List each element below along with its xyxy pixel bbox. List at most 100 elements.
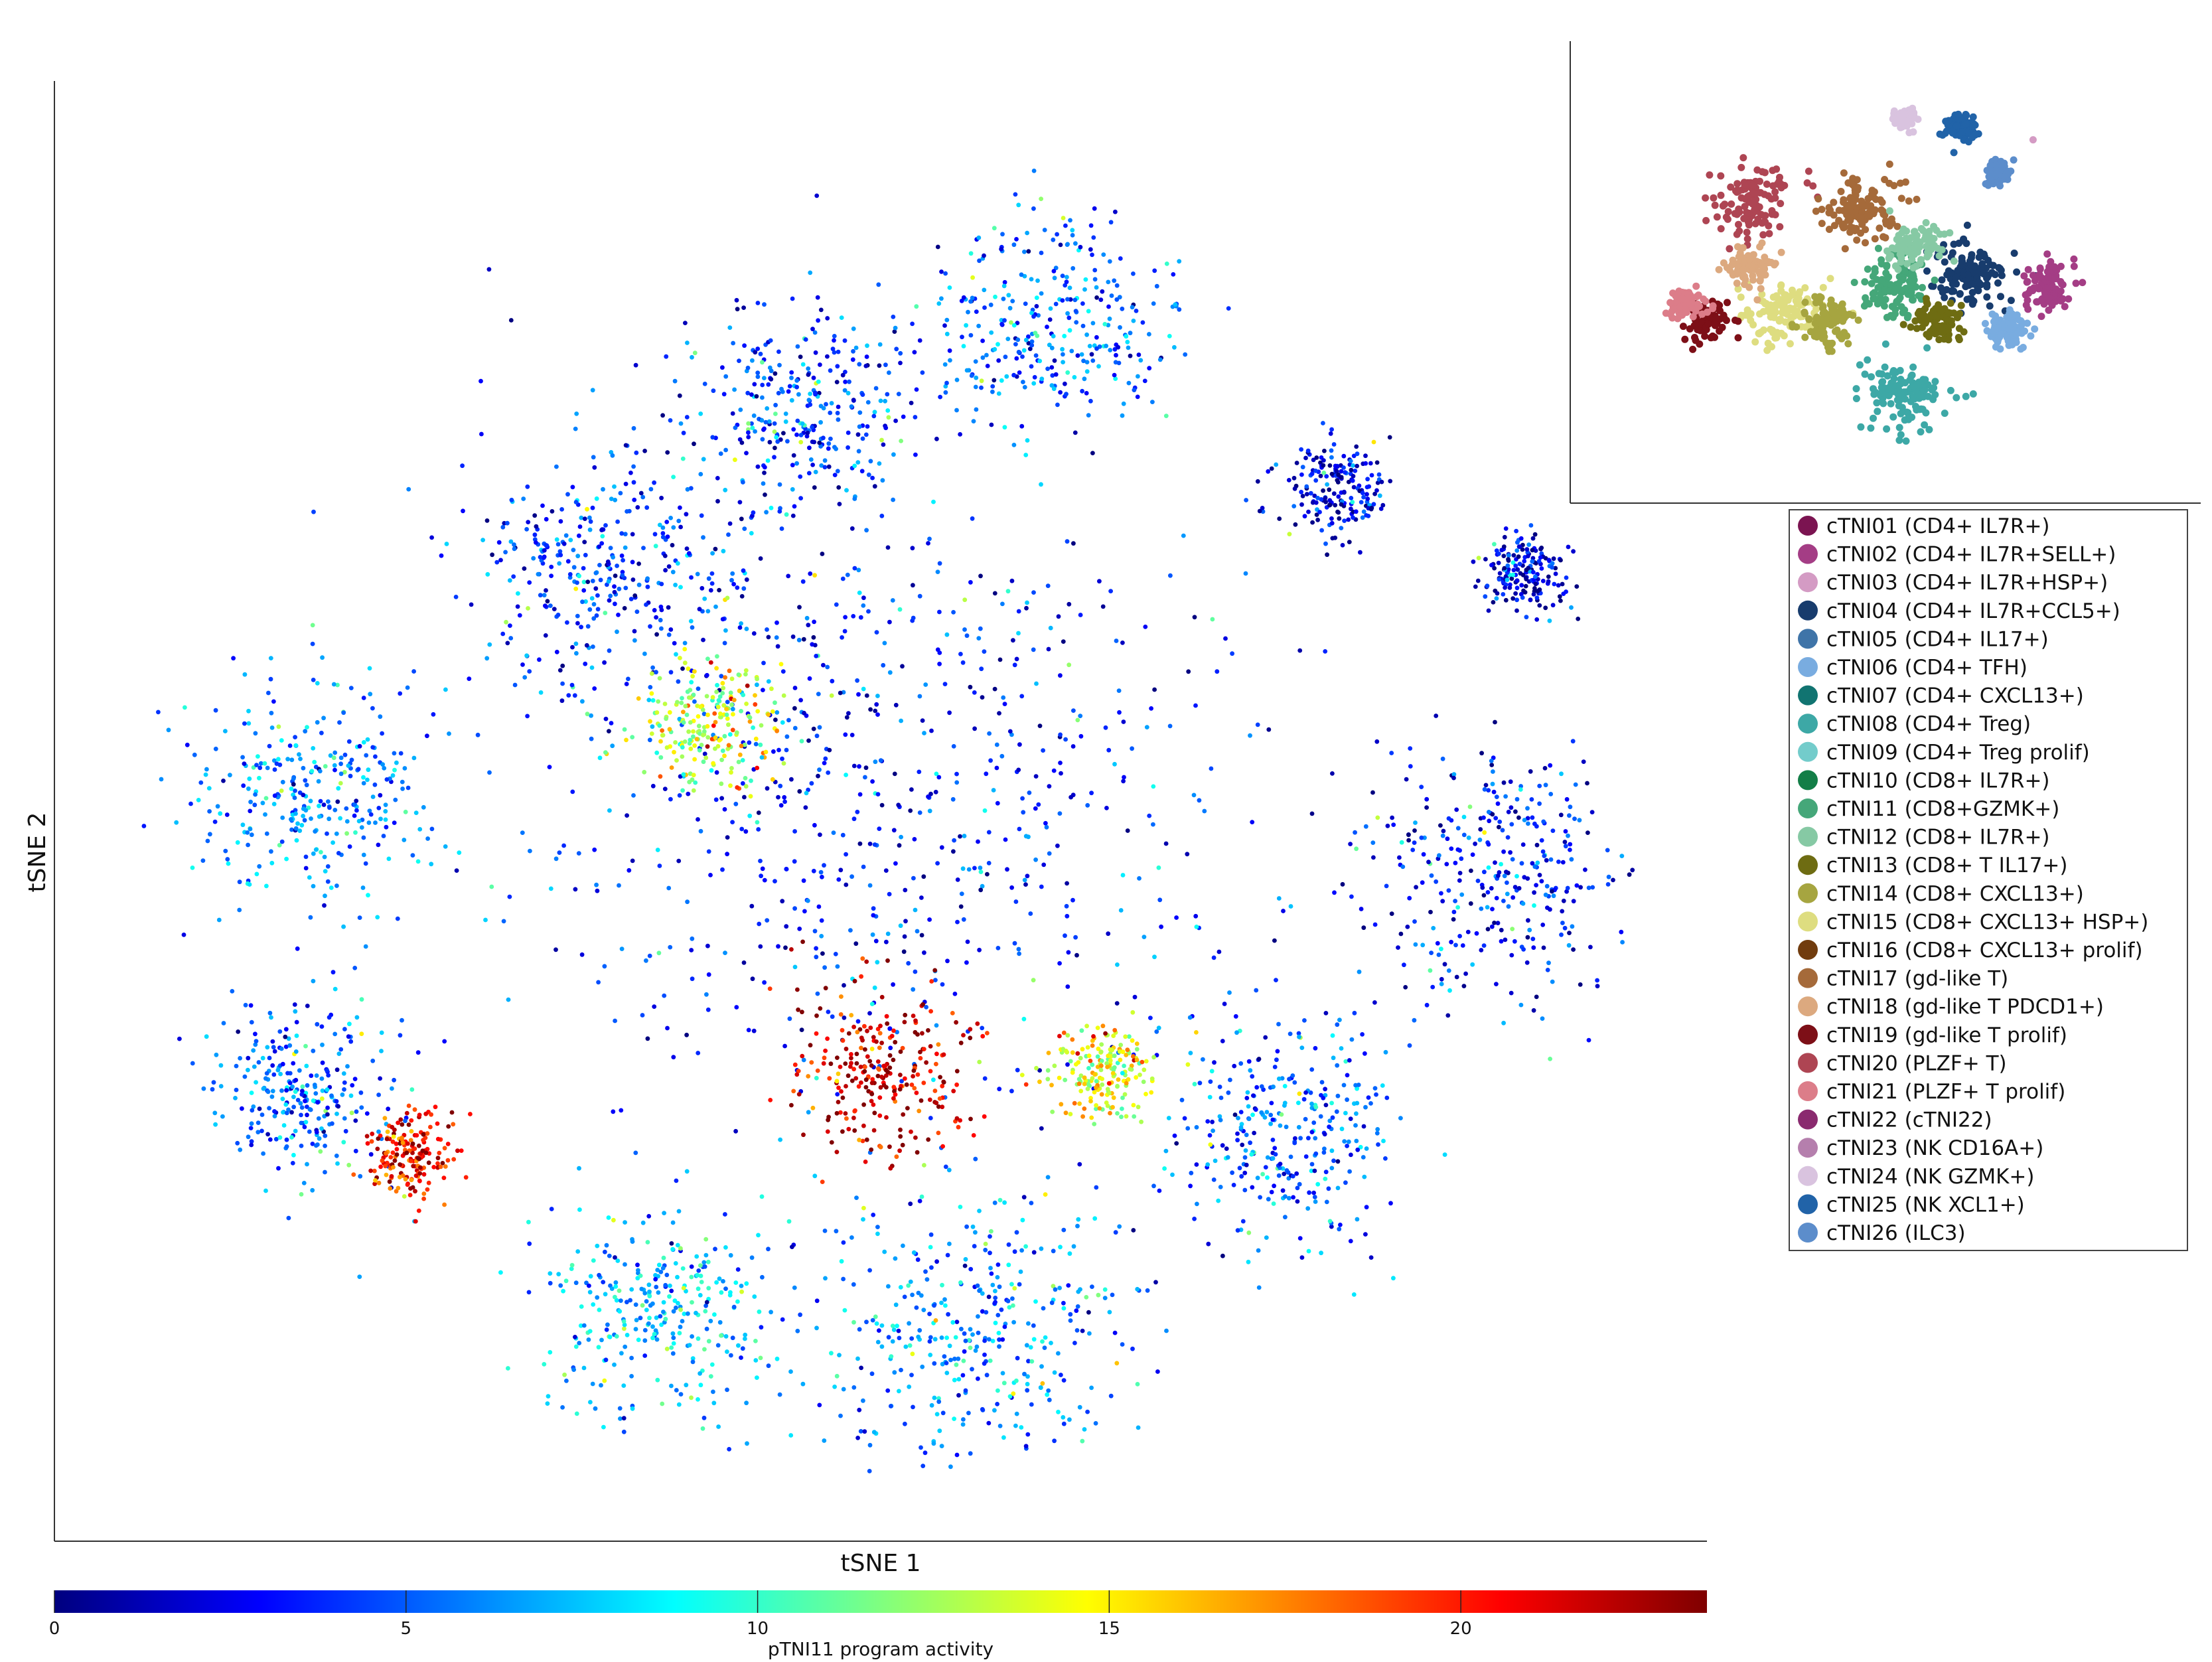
main-point-1158 bbox=[898, 351, 903, 356]
main-point-3826 bbox=[1257, 1286, 1262, 1290]
main-point-2175 bbox=[1439, 891, 1443, 896]
main-point-4072 bbox=[961, 1033, 966, 1037]
main-point-3811 bbox=[1174, 1141, 1179, 1146]
main-point-1614 bbox=[1147, 332, 1151, 337]
main-point-1877 bbox=[1361, 515, 1365, 520]
main-point-2745 bbox=[378, 793, 382, 798]
main-point-3063 bbox=[527, 1290, 532, 1295]
main-point-220 bbox=[1289, 904, 1293, 909]
main-point-3222 bbox=[629, 1374, 634, 1379]
main-point-2751 bbox=[289, 757, 294, 762]
main-point-1674 bbox=[1177, 307, 1181, 312]
main-point-3748 bbox=[1331, 1158, 1336, 1163]
main-point-832 bbox=[689, 575, 694, 580]
main-point-1435 bbox=[1141, 321, 1145, 325]
main-point-4903 bbox=[1087, 1053, 1092, 1058]
main-point-508 bbox=[1115, 962, 1120, 967]
main-point-2133 bbox=[1559, 812, 1564, 817]
main-point-2088 bbox=[1485, 583, 1490, 588]
main-point-4370 bbox=[603, 750, 608, 755]
main-point-2386 bbox=[1487, 842, 1491, 847]
main-point-65 bbox=[1070, 898, 1075, 903]
main-point-2427 bbox=[1491, 769, 1495, 774]
main-point-1003 bbox=[583, 553, 588, 558]
main-point-2167 bbox=[1561, 860, 1566, 865]
main-point-1044 bbox=[512, 547, 517, 552]
main-point-4743 bbox=[1059, 1102, 1063, 1106]
main-point-2802 bbox=[297, 1068, 302, 1073]
main-point-2348 bbox=[1443, 962, 1447, 966]
main-point-1684 bbox=[1052, 386, 1057, 391]
main-point-1702 bbox=[982, 288, 986, 293]
main-point-3888 bbox=[1270, 1190, 1274, 1195]
main-point-3754 bbox=[1228, 1078, 1232, 1083]
main-point-3286 bbox=[548, 1271, 552, 1276]
main-point-1651 bbox=[913, 350, 917, 354]
main-point-2209 bbox=[1458, 871, 1463, 875]
main-point-1210 bbox=[807, 398, 812, 402]
main-point-1647 bbox=[992, 347, 997, 352]
main-point-1180 bbox=[899, 439, 903, 443]
main-point-366 bbox=[1045, 825, 1049, 830]
main-point-1027 bbox=[602, 660, 607, 665]
main-point-2521 bbox=[394, 761, 399, 765]
main-point-957 bbox=[648, 624, 652, 629]
main-point-99 bbox=[817, 767, 822, 772]
main-point-4862 bbox=[1096, 1025, 1100, 1030]
main-point-4695 bbox=[398, 1117, 403, 1122]
main-point-4625 bbox=[423, 1112, 428, 1116]
main-point-1687 bbox=[1039, 376, 1044, 381]
main-point-1618 bbox=[1091, 321, 1096, 326]
main-point-1042 bbox=[685, 546, 690, 551]
main-point-2066 bbox=[1566, 545, 1571, 550]
main-point-620 bbox=[822, 863, 826, 868]
main-point-1214 bbox=[838, 502, 842, 506]
main-point-3893 bbox=[1212, 1177, 1217, 1182]
main-point-2105 bbox=[1505, 564, 1510, 568]
main-point-4090 bbox=[903, 1020, 907, 1025]
main-point-4694 bbox=[421, 1132, 426, 1137]
main-point-2286 bbox=[1408, 764, 1413, 769]
main-point-1049 bbox=[524, 653, 529, 658]
main-point-4687 bbox=[433, 1104, 438, 1109]
main-point-3434 bbox=[837, 1353, 842, 1357]
main-point-700 bbox=[780, 757, 784, 761]
main-point-2413 bbox=[1512, 939, 1517, 944]
main-point-4500 bbox=[709, 768, 714, 773]
main-point-642 bbox=[730, 571, 735, 576]
main-point-2268 bbox=[1537, 784, 1542, 789]
main-point-1914 bbox=[1336, 494, 1341, 499]
main-point-1437 bbox=[1022, 348, 1027, 353]
main-point-753 bbox=[566, 559, 571, 564]
main-point-1038 bbox=[698, 607, 702, 611]
main-point-2284 bbox=[1559, 933, 1564, 937]
main-point-3470 bbox=[861, 1398, 865, 1403]
main-point-3015 bbox=[288, 1081, 293, 1085]
main-point-1603 bbox=[948, 358, 952, 363]
main-point-4897 bbox=[1112, 1065, 1117, 1070]
main-point-1521 bbox=[984, 353, 989, 358]
main-point-1341 bbox=[849, 404, 854, 409]
main-point-3706 bbox=[1010, 1296, 1015, 1301]
main-point-4757 bbox=[1130, 1010, 1135, 1015]
main-point-917 bbox=[575, 614, 580, 619]
main-point-1857 bbox=[1327, 498, 1332, 502]
main-point-23 bbox=[631, 793, 636, 798]
main-point-3752 bbox=[1364, 1205, 1369, 1209]
main-point-2024 bbox=[1513, 591, 1518, 596]
main-point-1352 bbox=[821, 435, 826, 440]
main-point-665 bbox=[822, 965, 827, 970]
main-point-3969 bbox=[1272, 1146, 1277, 1150]
main-point-867 bbox=[654, 544, 658, 548]
main-point-162 bbox=[774, 710, 779, 715]
main-point-3529 bbox=[988, 1359, 993, 1363]
main-point-763 bbox=[632, 480, 636, 485]
main-point-4809 bbox=[1075, 1051, 1080, 1056]
main-point-2312 bbox=[1406, 832, 1411, 837]
main-point-1718 bbox=[1062, 334, 1067, 339]
main-point-310 bbox=[1085, 803, 1090, 808]
main-point-3143 bbox=[650, 1324, 655, 1329]
main-point-599 bbox=[1009, 885, 1014, 890]
main-point-2643 bbox=[417, 827, 422, 832]
main-point-1890 bbox=[1349, 468, 1354, 473]
